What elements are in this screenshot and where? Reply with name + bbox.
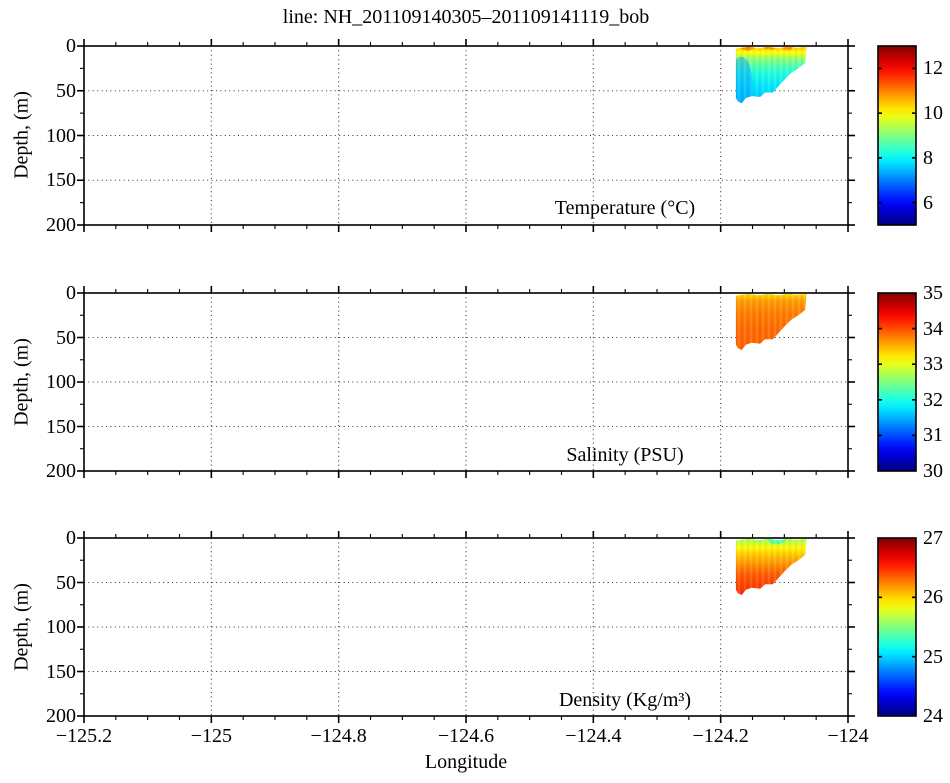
colorbar-tick-label: 33 <box>923 353 943 376</box>
y-tick-label: 100 <box>46 616 76 638</box>
y-tick-label: 200 <box>46 214 76 236</box>
colorbar-tick-label: 10 <box>923 102 943 125</box>
y-tick-label: 100 <box>46 371 76 393</box>
x-tick-label: −125.2 <box>55 725 113 747</box>
x-tick-label: −124.6 <box>437 725 495 747</box>
y-tick-label: 150 <box>46 415 76 438</box>
y-tick-label: 200 <box>46 460 76 482</box>
colorbar-tick-label: 35 <box>923 282 943 304</box>
y-tick-label: 0 <box>66 35 76 57</box>
colorbar-tick-label: 34 <box>923 317 943 340</box>
y-tick-label: 150 <box>46 169 76 192</box>
colorbar-tick-label: 30 <box>923 460 943 482</box>
colorbar-tick-label: 12 <box>923 57 943 80</box>
x-tick-label: −124 <box>827 725 869 747</box>
x-tick-label: −124.2 <box>692 725 749 747</box>
colorbar-tick-label: 27 <box>923 527 943 549</box>
y-tick-label: 50 <box>56 571 76 594</box>
colorbar-tick-label: 31 <box>923 424 943 447</box>
colorbar-tick-label: 32 <box>923 388 943 411</box>
colorbar-tick-label: 26 <box>923 586 943 609</box>
colorbar-tick-label: 8 <box>923 146 933 169</box>
panel-annotation-density: Density (Kg/m³) <box>558 689 692 711</box>
x-tick-label: −125 <box>190 725 232 747</box>
y-tick-label: 200 <box>46 705 76 727</box>
y-tick-label: 100 <box>46 124 76 147</box>
y-tick-label: 150 <box>46 660 76 683</box>
panel-annotation-salinity: Salinity (PSU) <box>566 444 684 466</box>
colorbar-tick-label: 24 <box>923 705 943 727</box>
panel-annotation-temperature: Temperature (°C) <box>554 197 696 219</box>
y-tick-label: 0 <box>66 282 76 304</box>
x-tick-label: −124.8 <box>310 725 367 747</box>
y-tick-label: 0 <box>66 527 76 549</box>
colorbar-tick-label: 25 <box>923 645 943 668</box>
y-tick-label: 50 <box>56 79 76 102</box>
x-tick-label: −124.4 <box>565 725 622 747</box>
chart-title: line: NH_201109140305–201109141119_bob <box>282 6 650 28</box>
colorbar-tick-label: 6 <box>923 191 933 214</box>
y-tick-label: 50 <box>56 326 76 349</box>
x-axis-label: Longitude <box>424 751 508 773</box>
